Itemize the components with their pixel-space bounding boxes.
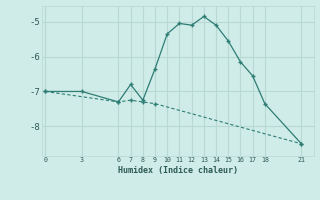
X-axis label: Humidex (Indice chaleur): Humidex (Indice chaleur) bbox=[118, 166, 237, 175]
